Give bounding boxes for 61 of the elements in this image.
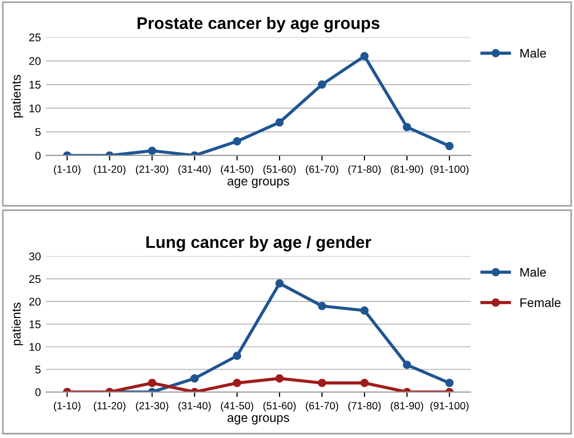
y-tick-label: 0 <box>35 152 41 160</box>
x-tick-label: (71-80) <box>348 165 381 175</box>
x-tick-label: (21-30) <box>136 165 168 175</box>
point <box>360 306 369 315</box>
chart-title: Prostate cancer by age groups <box>138 16 380 32</box>
point <box>318 302 326 310</box>
y-tick-label: 25 <box>29 33 41 42</box>
point <box>232 378 242 388</box>
x-tick-label: (31-40) <box>178 165 211 175</box>
point <box>402 360 412 370</box>
point <box>275 279 284 288</box>
x-tick-label: (91-100) <box>430 165 468 175</box>
x-tick-label: (61-70) <box>306 402 338 412</box>
y-tick-label: 10 <box>30 343 41 351</box>
y-tick-label: 5 <box>35 128 41 136</box>
y-tick-label: 10 <box>30 104 41 112</box>
x-tick-label: (61-70) <box>306 165 338 175</box>
point <box>360 378 369 388</box>
x-tick-label: (41-50) <box>220 402 254 412</box>
x-tick-label: (81-90) <box>390 165 424 175</box>
x-axis-title: age groups <box>228 178 290 188</box>
point <box>445 142 454 150</box>
point <box>318 378 326 388</box>
y-tick-label: 20 <box>29 57 41 66</box>
x-tick-label: (11-20) <box>94 165 126 175</box>
legend-label: Male <box>520 267 546 277</box>
x-tick-label: (31-40) <box>178 402 211 412</box>
point <box>232 137 242 146</box>
point <box>275 374 284 383</box>
point <box>148 378 156 388</box>
x-tick-label: (21-30) <box>136 402 168 412</box>
legend-label: Male <box>520 48 546 58</box>
point <box>360 52 369 60</box>
x-tick-label: (51-60) <box>263 165 296 175</box>
point <box>275 118 284 127</box>
x-tick-label: (71-80) <box>348 402 381 412</box>
x-tick-label: (1-10) <box>54 402 80 412</box>
chart-title: Lung cancer by age / gender <box>146 236 372 252</box>
y-tick-label: 25 <box>29 275 41 283</box>
point <box>190 374 199 383</box>
x-tick-label: (81-90) <box>390 402 424 412</box>
x-tick-label: (51-60) <box>263 402 296 412</box>
x-tick-label: (41-50) <box>220 165 254 175</box>
point <box>402 122 412 132</box>
y-tick-label: 15 <box>30 320 41 328</box>
y-tick-label: 15 <box>30 80 41 89</box>
y-tick-label: 5 <box>35 366 41 374</box>
x-tick-label: (91-100) <box>430 402 468 412</box>
y-axis-title: patients <box>11 74 24 118</box>
y-tick-label: 0 <box>35 388 41 396</box>
x-axis-title: age groups <box>228 415 290 424</box>
legend-label: Female <box>520 298 561 308</box>
x-tick-label: (1-10) <box>54 165 80 175</box>
y-tick-label: 20 <box>29 298 41 306</box>
point <box>232 352 242 360</box>
y-axis-title: patients <box>11 302 24 346</box>
point <box>148 146 156 155</box>
point <box>445 378 454 388</box>
point <box>318 80 326 89</box>
y-tick-label: 30 <box>29 252 41 260</box>
x-tick-label: (11-20) <box>94 402 126 412</box>
